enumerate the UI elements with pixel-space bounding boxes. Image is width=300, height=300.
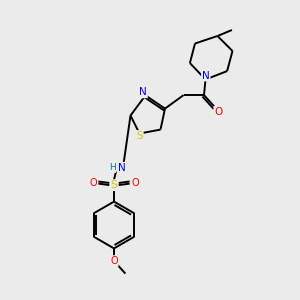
Text: N: N [139,87,147,98]
Text: O: O [131,178,139,188]
Text: O: O [110,256,118,266]
Text: S: S [110,180,118,190]
Text: O: O [89,178,97,188]
Text: N: N [202,70,210,81]
Text: H: H [109,163,116,172]
Text: N: N [118,163,126,173]
Text: S: S [136,131,143,141]
Text: O: O [214,106,223,117]
